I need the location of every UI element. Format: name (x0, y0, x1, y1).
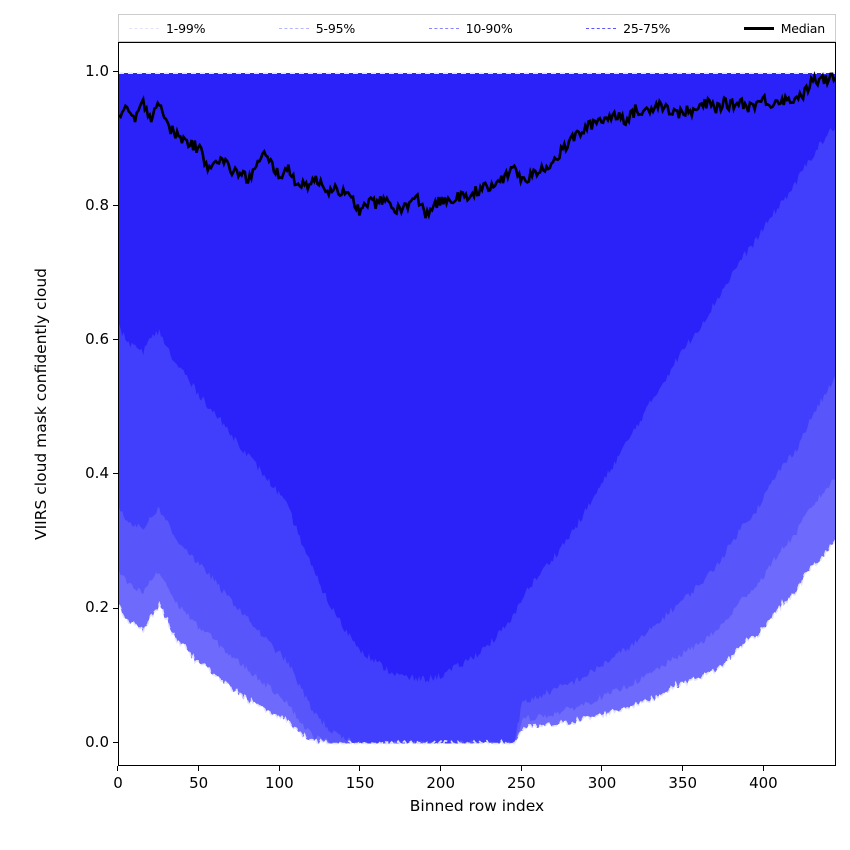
legend-label-25-75: 25-75% (623, 20, 671, 36)
y-axis-label-wrap: VIIRS cloud mask confidently cloud (28, 42, 54, 766)
x-tick-mark (762, 766, 764, 771)
legend-label-10-90: 10-90% (465, 20, 513, 36)
x-tick-mark (198, 766, 200, 771)
x-axis-label: Binned row index (409, 797, 545, 815)
legend-item-10-90: 10-90% (428, 20, 513, 36)
legend-item-1-99: 1-99% (129, 21, 205, 36)
y-tick-mark (113, 339, 118, 341)
y-tick-label: 0.8 (85, 196, 109, 215)
plot-area (118, 42, 836, 766)
x-tick-mark (601, 766, 603, 771)
y-tick-label: 0.0 (85, 732, 109, 751)
x-tick-mark (440, 766, 442, 771)
y-tick-mark (113, 71, 118, 73)
legend-swatch-10-90 (428, 27, 459, 29)
x-tick-label: 300 (587, 774, 617, 792)
line-1-99-lower (119, 539, 835, 746)
legend-item-25-75: 25-75% (586, 21, 670, 36)
legend-item-5-95: 5-95% (278, 20, 356, 36)
legend-label-5-95: 5-95% (315, 20, 356, 36)
x-tick-label: 100 (265, 774, 294, 792)
y-tick-label: 0.2 (85, 598, 109, 617)
x-tick-label: 350 (668, 774, 698, 792)
x-tick-label: 200 (426, 774, 456, 792)
x-tick-mark (278, 766, 280, 771)
x-tick-mark (682, 766, 684, 771)
chart-legend: 1-99% 5-95% 10-90% 25-75% Median (118, 14, 836, 42)
y-tick-mark (113, 607, 118, 609)
y-tick-label: 0.6 (85, 330, 109, 349)
legend-item-median: Median (743, 20, 825, 36)
legend-swatch-5-95 (278, 27, 309, 29)
x-tick-label: 150 (345, 774, 375, 792)
band-25-75 (119, 73, 835, 683)
chart-canvas (119, 71, 835, 746)
legend-swatch-25-75 (586, 27, 617, 29)
median-line (119, 71, 835, 220)
y-tick-label: 1.0 (85, 62, 109, 81)
x-tick-label: 400 (749, 774, 778, 792)
legend-swatch-1-99 (129, 27, 159, 29)
y-tick-mark (113, 741, 118, 743)
legend-swatch-median (743, 26, 774, 30)
y-tick-mark (113, 473, 118, 475)
y-tick-mark (113, 205, 118, 207)
x-tick-label: 0 (113, 774, 123, 792)
y-axis-label: VIIRS cloud mask confidently cloud (32, 268, 50, 541)
legend-label-median: Median (780, 20, 825, 36)
x-tick-mark (359, 766, 361, 771)
x-tick-label: 50 (189, 774, 209, 792)
x-tick-label: 250 (507, 774, 536, 792)
x-tick-mark (520, 766, 522, 771)
y-tick-label: 0.4 (85, 464, 109, 483)
x-tick-mark (117, 766, 119, 771)
legend-label-1-99: 1-99% (166, 20, 206, 36)
